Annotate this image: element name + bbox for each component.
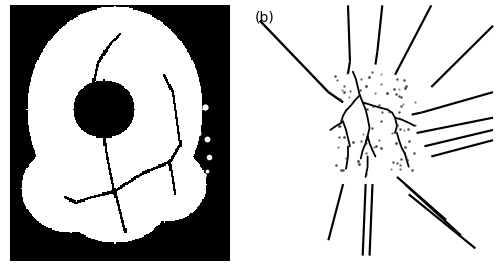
Text: (a): (a) (14, 11, 33, 25)
Text: (b): (b) (255, 10, 274, 24)
